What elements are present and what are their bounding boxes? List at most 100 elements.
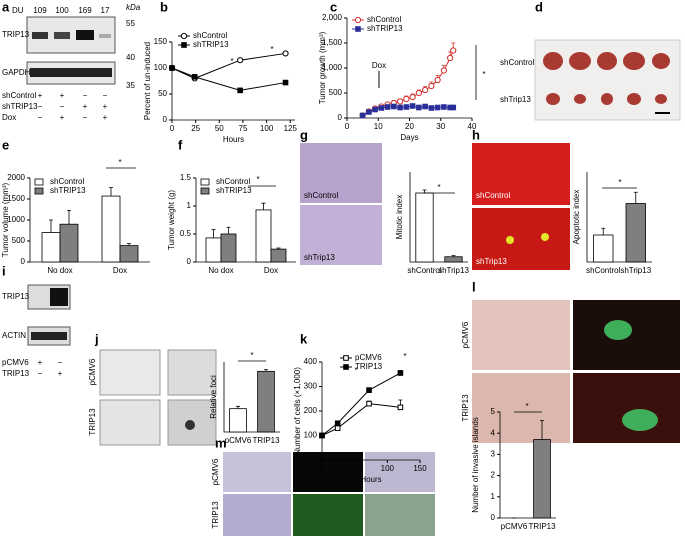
label: pCMV6 <box>211 458 220 485</box>
sign: + <box>83 102 88 111</box>
legend-marker <box>354 16 362 24</box>
x-tick-label: 0 <box>345 122 350 131</box>
bar <box>270 248 287 263</box>
x-axis-label: Days <box>400 133 418 142</box>
y-tick-label: 3 <box>491 450 496 459</box>
panel-label: m <box>215 435 227 450</box>
y-tick-label: 500 <box>329 88 343 97</box>
legend-label: shTRIP13 <box>50 186 86 195</box>
annotation: * <box>437 183 440 192</box>
x-tick-label: 10 <box>374 122 383 131</box>
sign: − <box>60 102 65 111</box>
y-tick-label: 0 <box>491 513 496 522</box>
colony-image <box>99 349 161 396</box>
band <box>54 32 70 39</box>
x-tick-label: 20 <box>405 122 414 131</box>
point <box>422 103 428 110</box>
point <box>334 425 341 431</box>
row-label: TRIP13 <box>2 369 30 378</box>
fluorescence <box>293 494 363 536</box>
row-label: Dox <box>2 113 16 122</box>
legend-swatch <box>34 187 44 195</box>
point <box>282 50 289 57</box>
point <box>403 95 410 103</box>
panel-label: j <box>94 331 99 346</box>
panel-label: a <box>2 0 10 14</box>
panel-label: k <box>300 331 308 346</box>
legend-marker <box>343 355 349 361</box>
annotation: Dox <box>372 61 386 70</box>
sign: + <box>103 113 108 122</box>
panel-label: b <box>160 0 168 14</box>
sign: + <box>60 91 65 100</box>
legend-swatch <box>200 187 210 195</box>
y-axis-label: Tumor growth (mm³) <box>318 31 327 104</box>
sign: + <box>60 113 65 122</box>
x-tick-label: 125 <box>284 124 298 133</box>
histology <box>223 452 291 492</box>
histology <box>300 205 382 265</box>
band <box>99 34 111 38</box>
x-tick-label: 75 <box>239 124 248 133</box>
sign: + <box>38 358 43 367</box>
axis <box>321 362 420 461</box>
point <box>366 109 372 115</box>
y-axis-label: Apoptotic index <box>572 190 581 245</box>
annotation: * <box>525 402 528 411</box>
histology <box>365 452 435 492</box>
point <box>416 104 422 111</box>
bar <box>59 223 79 263</box>
point <box>378 105 385 111</box>
x-tick-label: pCMV6 <box>225 436 252 445</box>
series-line <box>171 52 286 79</box>
point <box>415 89 422 97</box>
series-line <box>171 67 286 91</box>
label: TRIP13 <box>211 501 220 529</box>
band <box>30 68 112 77</box>
y-tick-label: 300 <box>304 382 318 391</box>
bar <box>625 203 646 263</box>
legend-label: pCMV6 <box>355 353 382 362</box>
x-tick-label: 50 <box>215 124 224 133</box>
y-axis-label: Number of cells (×1,000) <box>293 367 302 455</box>
series-line <box>362 105 454 116</box>
y-tick-label: 1 <box>491 492 496 501</box>
axis <box>171 42 295 121</box>
point <box>366 400 372 407</box>
y-tick-label: 0 <box>338 113 343 122</box>
sign: − <box>38 102 43 111</box>
histology <box>365 494 435 536</box>
fluorescence <box>293 452 363 492</box>
point <box>384 104 391 110</box>
label: shControl <box>304 191 338 200</box>
sign: − <box>58 358 63 367</box>
y-axis-label: Relative foci <box>209 375 218 419</box>
density: 109 <box>33 6 47 15</box>
label: TRIP13 <box>461 394 470 422</box>
bar <box>205 237 222 263</box>
label: DU <box>12 6 24 15</box>
annotation: * <box>482 70 485 79</box>
y-tick-label: 5 <box>491 407 496 416</box>
x-tick-label: 40 <box>468 122 477 131</box>
bar <box>119 245 139 263</box>
y-tick-label: 0.5 <box>180 229 192 238</box>
point <box>319 432 325 439</box>
x-tick-label: TRIP13 <box>528 522 556 531</box>
error-bar <box>422 189 427 193</box>
y-tick-label: 2,000 <box>322 13 343 22</box>
fluorescence <box>472 208 570 270</box>
panel-label: h <box>472 127 480 142</box>
point <box>169 65 175 71</box>
error-bar <box>127 243 131 246</box>
point <box>397 98 404 105</box>
sign: − <box>83 113 88 122</box>
point <box>428 105 435 111</box>
y-tick-label: 200 <box>304 406 318 415</box>
sign: + <box>38 91 43 100</box>
point <box>366 387 372 393</box>
panel-label: g <box>300 127 308 142</box>
legend-label: shControl <box>216 177 250 186</box>
point <box>434 104 441 111</box>
y-axis-label: Mitotic index <box>395 195 404 239</box>
